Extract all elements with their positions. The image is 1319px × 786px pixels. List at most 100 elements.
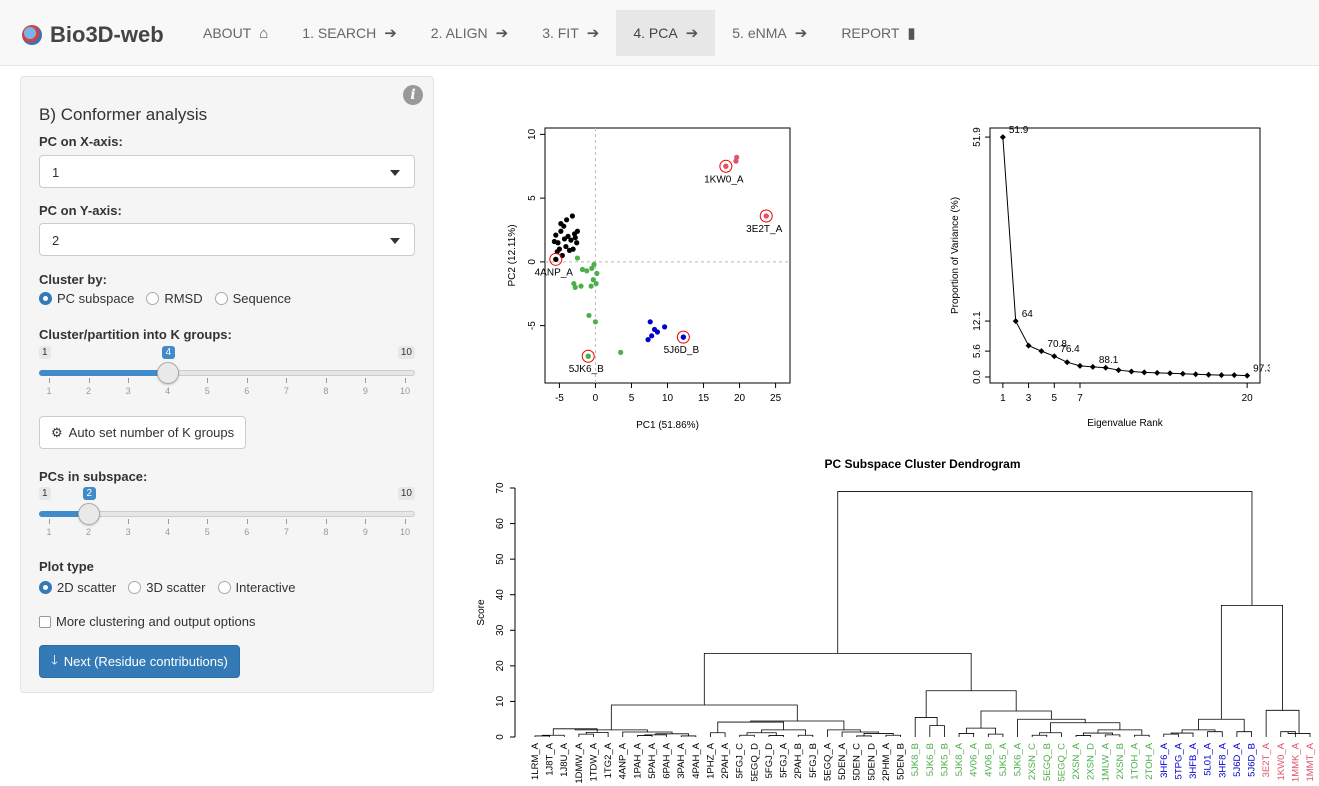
slider-tick: [286, 519, 288, 524]
variance-point: [1128, 368, 1135, 375]
nav-item-3-fit[interactable]: 3. FIT ➔: [525, 10, 616, 56]
arrow-right-icon: ➔: [794, 25, 808, 42]
radio-sequence[interactable]: Sequence: [214, 291, 291, 306]
k-groups-slider[interactable]: 1 10 4 1 2 3 4 5 6 7 8 9 10: [39, 346, 415, 406]
data-point: [593, 280, 599, 287]
variance-point: [1089, 363, 1096, 370]
dendrogram-branch: [1280, 731, 1296, 737]
leaf-label: 5J6D_B: [1247, 743, 1258, 777]
radio-label: 3D scatter: [146, 580, 206, 595]
nav-item-label: 1. SEARCH: [302, 25, 377, 41]
pcy-label: PC on Y-axis:: [39, 203, 122, 218]
data-point: [589, 265, 595, 271]
slider-tick: [365, 519, 367, 524]
dendrogram-branch: [1265, 709, 1300, 737]
leaf-label: 5FGJ_C: [735, 743, 746, 779]
dendrogram-plot: PC Subspace Cluster Dendrogram 0 10 20 30 40 5…: [476, 457, 1316, 784]
leaf-label: 5DEN_A: [837, 742, 848, 780]
slider-handle[interactable]: [156, 362, 179, 384]
auto-k-button[interactable]: ⚙ Auto set number of K groups: [39, 416, 247, 449]
nav-item-label: 2. ALIGN: [430, 25, 488, 41]
leaf-label: 3HFB_A: [1188, 742, 1199, 779]
data-point: [578, 283, 584, 289]
variance-point: [1244, 372, 1251, 379]
leaf-label: 2XSN_C: [1027, 743, 1038, 780]
chevron-down-icon: [390, 238, 400, 244]
nav-item-4-pca[interactable]: 4. PCA ➔: [616, 10, 716, 56]
leaf-label: 5L01_A: [1203, 742, 1214, 775]
leaf-label: 2PAH_A: [720, 742, 731, 778]
slider-tick-label: 10: [399, 527, 410, 537]
next-button[interactable]: 🡓 Next (Residue contributions): [39, 645, 240, 678]
radio-label: 2D scatter: [57, 580, 117, 595]
slider-tick: [286, 378, 288, 383]
radio-pc-subspace[interactable]: PC subspace: [39, 291, 134, 306]
leaf-label: 1MLW_A: [1100, 742, 1111, 781]
more-options-checkbox[interactable]: More clustering and output options: [39, 614, 255, 629]
leaf-label: 5FGJ_D: [764, 743, 775, 779]
dendrogram-branch: [610, 704, 798, 730]
y-tick-label: 50: [495, 553, 506, 565]
dendrogram-branch: [534, 735, 551, 737]
nav-item-1-search[interactable]: 1. SEARCH ➔: [285, 10, 414, 56]
leaf-label: 2XSN_D: [1086, 743, 1097, 780]
leaf-label: 1TOH_A: [1130, 742, 1141, 779]
leaf-label: 5JK6_A: [1013, 742, 1024, 776]
leaf-label: 3PAH_A: [676, 742, 687, 778]
y-tick-label: 30: [495, 624, 506, 636]
leaf-label: 5JK8_A: [954, 742, 965, 776]
nav-item-5-enma[interactable]: 5. eNMA ➔: [715, 10, 824, 56]
dendrogram-branch: [739, 734, 755, 737]
variance-point: [999, 134, 1006, 141]
y-tick-label: 51.9: [972, 127, 983, 147]
dendrogram-branch: [1236, 731, 1252, 737]
radio-interactive[interactable]: Interactive: [217, 580, 295, 595]
dendrogram-branch: [750, 720, 845, 730]
slider-tick: [405, 378, 406, 383]
info-icon[interactable]: i: [403, 85, 423, 105]
x-tick-label: 7: [1077, 393, 1083, 404]
dendrogram-branch: [827, 729, 861, 737]
data-point: [574, 228, 581, 234]
radio-2d-scatter[interactable]: 2D scatter: [39, 580, 116, 595]
radio-dot: [128, 581, 142, 594]
nav-item-label: REPORT: [841, 25, 900, 41]
bio3d-logo-icon: [22, 25, 42, 45]
nav-item-2-align[interactable]: 2. ALIGN ➔: [414, 10, 525, 56]
slider-tick: [88, 378, 90, 383]
variance-point: [1154, 369, 1161, 376]
pcy-select[interactable]: 2: [39, 223, 415, 256]
slider-handle[interactable]: [77, 503, 100, 525]
dendrogram-branch: [644, 734, 668, 737]
nav-item-label: ABOUT: [203, 25, 252, 41]
slider-tick: [207, 378, 209, 383]
nav-item-report[interactable]: REPORT ▮: [824, 10, 932, 56]
leaf-label: 5JK8_B: [910, 743, 921, 776]
radio-rmsd[interactable]: RMSD: [146, 291, 203, 306]
dendrogram-branch: [717, 721, 784, 733]
dendrogram-branch: [1050, 722, 1121, 733]
radio-3d-scatter[interactable]: 3D scatter: [128, 580, 206, 595]
x-tick-label: 5: [1052, 393, 1058, 404]
slider-tick: [167, 519, 169, 524]
variance-point: [1025, 342, 1032, 349]
leaf-label: 1MMT_A: [1305, 742, 1316, 781]
dendrogram-branch: [1163, 733, 1179, 737]
pcx-select[interactable]: 1: [39, 155, 415, 188]
x-tick-label: 3: [1026, 393, 1032, 404]
nav-item-about[interactable]: ABOUT ⌂: [186, 10, 285, 56]
slider-tick-label: 4: [165, 386, 171, 396]
x-axis-label: Eigenvalue Rank: [1087, 418, 1164, 429]
cumulative-label: 51.9: [1009, 125, 1029, 136]
dendrogram-branch: [768, 735, 784, 737]
dendrogram-title: PC Subspace Cluster Dendrogram: [824, 457, 1020, 471]
brand[interactable]: Bio3D-web: [22, 22, 164, 48]
pcs-subspace-slider[interactable]: 1 10 2 1 2 3 4 5 6 7 8 9 10: [39, 487, 415, 547]
dendrogram-branch: [680, 735, 697, 737]
dendrogram-branch: [925, 690, 1017, 718]
dendrogram-branch: [1097, 729, 1143, 736]
data-point: [566, 247, 573, 253]
x-tick-label: 0: [593, 393, 599, 404]
y-tick-label: 0: [495, 734, 506, 740]
slider-tick: [49, 519, 50, 524]
